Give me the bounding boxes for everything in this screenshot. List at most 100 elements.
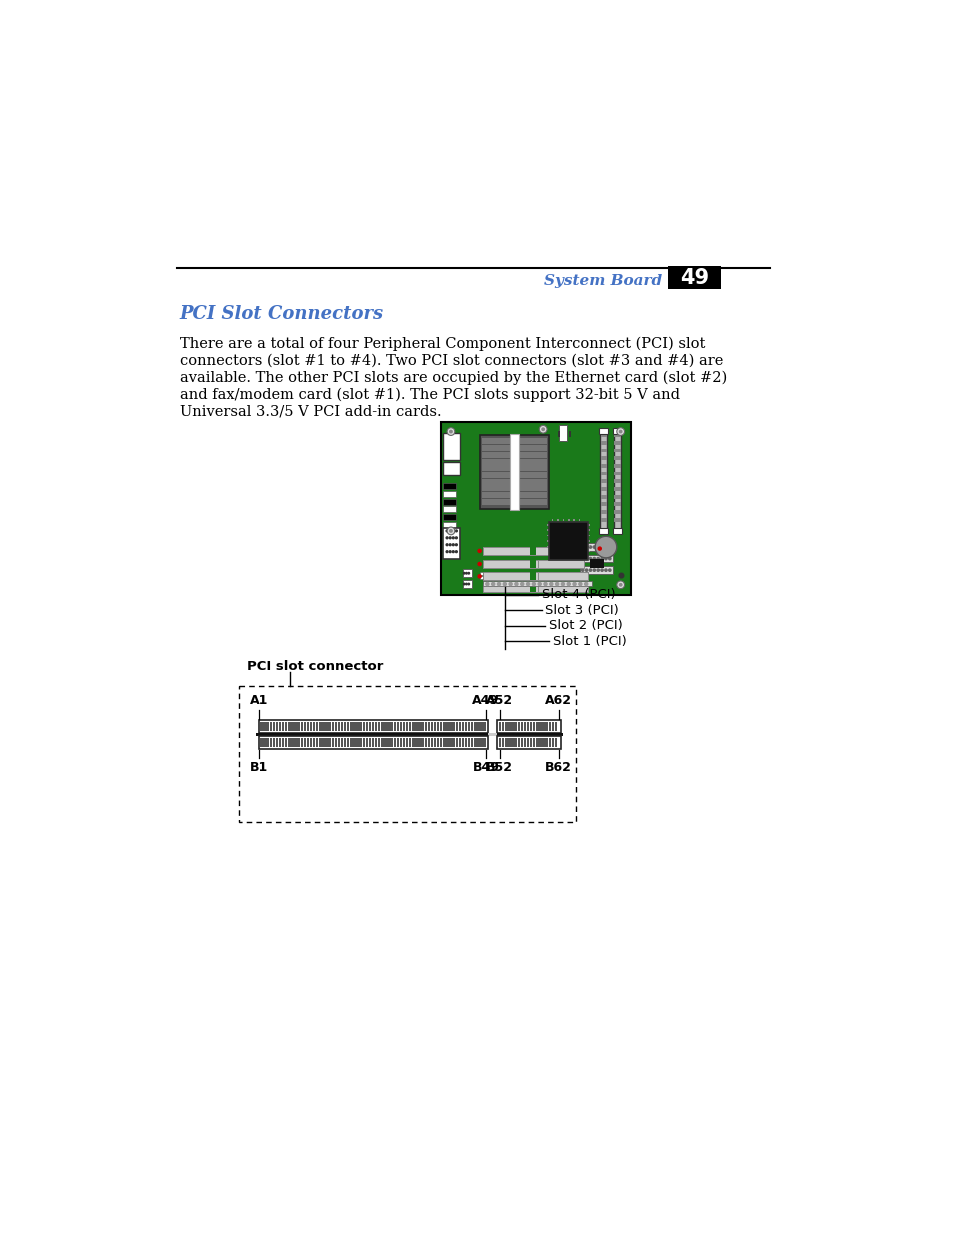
Bar: [443, 527, 459, 558]
Bar: [446, 739, 448, 747]
Bar: [587, 540, 589, 542]
Bar: [275, 739, 278, 747]
Bar: [270, 739, 272, 747]
Circle shape: [600, 557, 602, 559]
Text: B1: B1: [250, 761, 268, 774]
Bar: [614, 517, 620, 521]
Bar: [599, 510, 606, 514]
Circle shape: [537, 583, 540, 585]
Bar: [587, 524, 589, 526]
Bar: [483, 584, 587, 592]
Bar: [614, 495, 620, 499]
Bar: [488, 732, 497, 736]
Bar: [387, 739, 390, 747]
Bar: [614, 510, 620, 514]
Bar: [614, 479, 620, 483]
Bar: [614, 448, 620, 452]
Bar: [273, 739, 274, 747]
Bar: [297, 739, 299, 747]
Bar: [399, 739, 402, 747]
Bar: [508, 739, 510, 747]
Bar: [440, 421, 630, 595]
Bar: [381, 739, 383, 747]
Bar: [424, 721, 427, 731]
Bar: [599, 464, 606, 468]
Bar: [537, 584, 587, 592]
Circle shape: [597, 569, 598, 572]
Text: PCI slot connector: PCI slot connector: [247, 659, 383, 673]
Circle shape: [446, 537, 448, 538]
Bar: [328, 739, 331, 747]
Bar: [436, 721, 439, 731]
Bar: [557, 520, 558, 521]
Bar: [239, 685, 576, 823]
Bar: [399, 721, 402, 731]
Bar: [476, 739, 479, 747]
Bar: [578, 520, 579, 521]
Circle shape: [581, 569, 583, 572]
Circle shape: [589, 557, 591, 559]
Bar: [483, 561, 583, 568]
Text: Universal 3.3/5 V PCI add-in cards.: Universal 3.3/5 V PCI add-in cards.: [179, 405, 441, 419]
Circle shape: [491, 583, 495, 585]
Bar: [266, 739, 269, 747]
Bar: [406, 721, 408, 731]
Circle shape: [618, 573, 623, 578]
Circle shape: [477, 562, 480, 566]
Bar: [536, 739, 537, 747]
Bar: [551, 561, 553, 562]
Bar: [449, 739, 452, 747]
Bar: [614, 464, 620, 468]
Bar: [402, 721, 405, 731]
Bar: [537, 561, 583, 568]
Circle shape: [477, 550, 480, 552]
Bar: [462, 569, 472, 577]
Bar: [260, 739, 262, 747]
Bar: [409, 739, 411, 747]
Bar: [439, 739, 442, 747]
Bar: [387, 721, 390, 731]
Bar: [501, 721, 504, 731]
Bar: [599, 472, 606, 475]
Bar: [546, 551, 548, 552]
Bar: [443, 433, 459, 461]
Circle shape: [608, 557, 610, 559]
Bar: [542, 739, 544, 747]
Circle shape: [468, 583, 469, 585]
Bar: [520, 739, 522, 747]
Bar: [481, 438, 546, 445]
Bar: [315, 739, 318, 747]
Bar: [362, 721, 365, 731]
Bar: [409, 721, 411, 731]
Bar: [443, 739, 445, 747]
Bar: [275, 721, 278, 731]
Bar: [285, 739, 287, 747]
Bar: [614, 456, 620, 461]
Bar: [462, 580, 472, 588]
Bar: [458, 721, 460, 731]
Circle shape: [608, 569, 610, 572]
Bar: [546, 530, 548, 531]
Circle shape: [520, 583, 523, 585]
Bar: [546, 535, 548, 536]
Circle shape: [597, 557, 598, 559]
Circle shape: [455, 551, 456, 552]
Bar: [266, 721, 269, 731]
Bar: [278, 721, 281, 731]
Bar: [332, 721, 334, 731]
Bar: [372, 739, 374, 747]
Bar: [359, 739, 361, 747]
Bar: [598, 527, 608, 534]
Circle shape: [455, 530, 456, 532]
Bar: [394, 739, 395, 747]
Bar: [328, 721, 331, 731]
Bar: [452, 739, 455, 747]
Bar: [480, 721, 482, 731]
Bar: [579, 543, 612, 551]
Bar: [548, 739, 550, 747]
Bar: [313, 721, 315, 731]
Bar: [538, 721, 541, 731]
Bar: [431, 739, 433, 747]
Circle shape: [477, 574, 480, 578]
Bar: [424, 739, 427, 747]
